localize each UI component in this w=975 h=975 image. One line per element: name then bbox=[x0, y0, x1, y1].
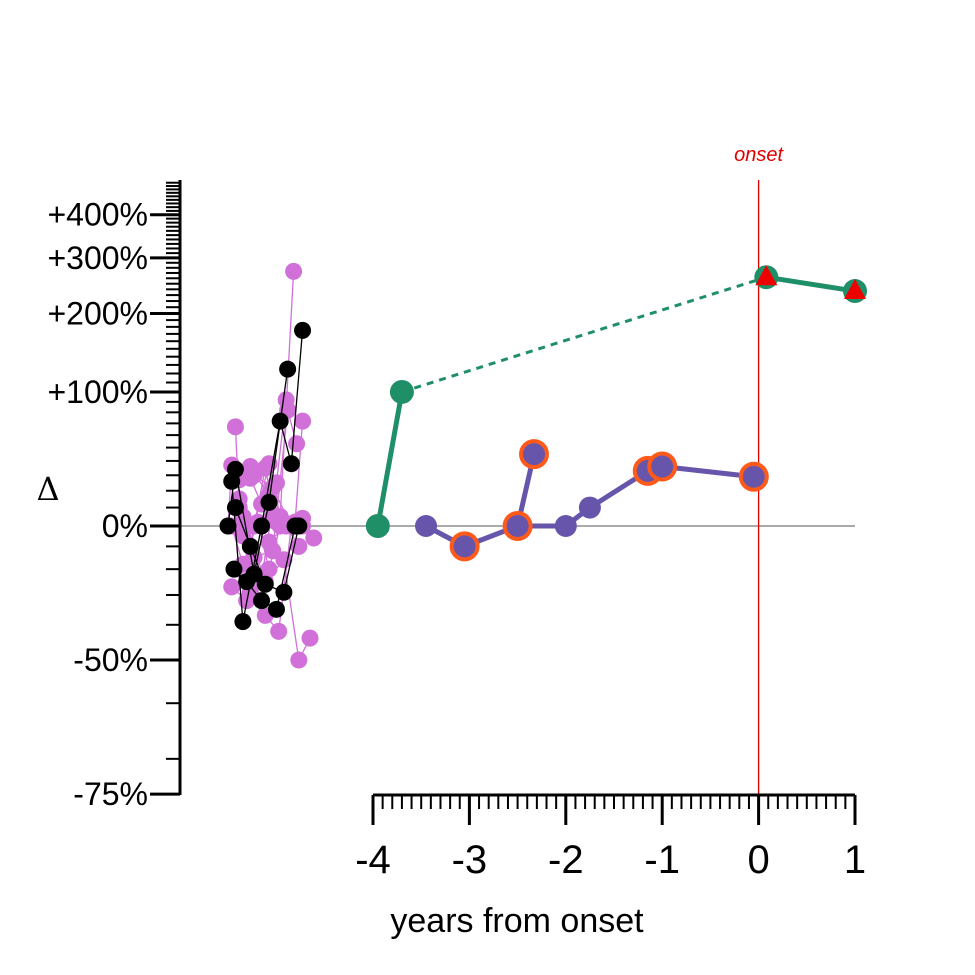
control-pink-point bbox=[305, 529, 323, 547]
control-pink-point bbox=[260, 533, 278, 551]
control-pink-point bbox=[245, 466, 263, 484]
control-pink-point bbox=[285, 262, 303, 280]
control-black-point bbox=[226, 499, 244, 517]
green-point bbox=[365, 514, 390, 538]
control-black-point bbox=[241, 537, 259, 555]
control-pink-point bbox=[288, 435, 306, 453]
y-axis-title: Δ bbox=[36, 470, 59, 508]
control-pink-point bbox=[270, 622, 288, 640]
control-black-point bbox=[223, 472, 241, 490]
x-axis: -4 -3 -2 -1 0 1 bbox=[355, 793, 866, 882]
control-black-line bbox=[231, 330, 304, 622]
control-black-point bbox=[275, 583, 293, 601]
green-gap-dashed bbox=[401, 275, 767, 394]
green-subject-series bbox=[365, 265, 867, 538]
control-black-point bbox=[256, 575, 274, 593]
control-pink-point bbox=[223, 578, 241, 596]
control-black-point bbox=[294, 321, 312, 339]
onset-label: onset bbox=[734, 144, 784, 166]
triangle-marker bbox=[844, 279, 866, 300]
control-black-point bbox=[253, 592, 271, 610]
control-black-point bbox=[267, 600, 285, 618]
purple-point bbox=[522, 443, 545, 466]
y-tick-label: -75% bbox=[73, 776, 148, 812]
control-pink-point bbox=[290, 651, 308, 669]
purple-point bbox=[651, 455, 674, 478]
control-black-point bbox=[286, 517, 304, 535]
purple-point bbox=[554, 515, 577, 537]
y-tick-label: +100% bbox=[47, 374, 148, 410]
control-black-point bbox=[219, 517, 237, 535]
control-pink-point bbox=[238, 517, 256, 535]
green-point bbox=[389, 379, 414, 404]
control-pink-point bbox=[301, 629, 319, 647]
control-black-point bbox=[279, 360, 297, 378]
purple-subject-series bbox=[415, 439, 769, 562]
y-tick-label: +300% bbox=[47, 240, 148, 276]
purple-point bbox=[506, 515, 529, 537]
control-black-point bbox=[225, 560, 243, 578]
y-tick-label: 0% bbox=[102, 508, 148, 544]
y-axis: -75% -50% 0% +100% +200% +300% +400% bbox=[47, 180, 182, 812]
control-black-point bbox=[253, 517, 271, 535]
control-series-group bbox=[219, 262, 323, 669]
control-black-point bbox=[271, 412, 289, 430]
purple-point bbox=[453, 535, 476, 558]
x-axis-title: years from onset bbox=[390, 902, 644, 940]
control-pink-point bbox=[294, 412, 312, 430]
x-tick-label: -1 bbox=[644, 838, 680, 882]
green-segment bbox=[765, 274, 856, 294]
control-black-point bbox=[238, 573, 256, 591]
purple-point bbox=[578, 496, 601, 519]
control-pink-point bbox=[226, 418, 244, 436]
x-tick-label: -2 bbox=[548, 838, 584, 882]
x-tick-label: -3 bbox=[452, 838, 488, 882]
control-black-point bbox=[260, 493, 278, 511]
x-tick-label: 0 bbox=[747, 838, 769, 882]
purple-point bbox=[415, 515, 438, 537]
x-tick-label: 1 bbox=[844, 838, 866, 882]
y-tick-label: -50% bbox=[73, 642, 148, 678]
y-tick-label: +400% bbox=[47, 197, 148, 233]
control-black-point bbox=[234, 613, 252, 631]
triangle-marker bbox=[755, 265, 778, 286]
purple-point bbox=[742, 465, 765, 488]
green-segment bbox=[375, 391, 405, 527]
y-tick-label: +200% bbox=[47, 296, 148, 332]
control-black-point bbox=[282, 455, 300, 473]
x-tick-label: -4 bbox=[355, 838, 391, 882]
